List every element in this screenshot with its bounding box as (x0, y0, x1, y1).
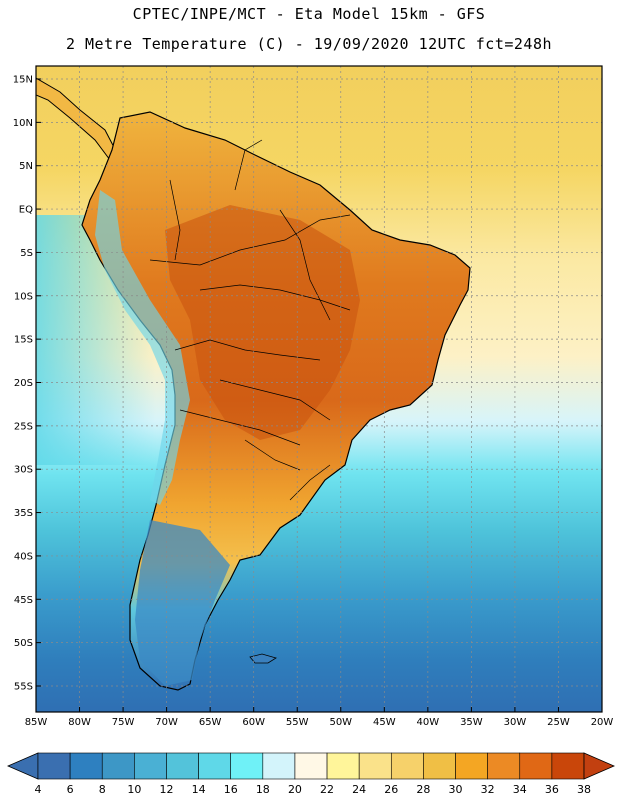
lon-tick-label: 65W (199, 717, 222, 728)
colorbar-segment (423, 752, 456, 780)
colorbar-label: 32 (481, 783, 495, 796)
colorbar-label: 10 (127, 783, 141, 796)
title-line-2: 2 Metre Temperature (C) - 19/09/2020 12U… (65, 35, 553, 53)
colorbar-segment (262, 752, 296, 780)
lon-tick-label: 60W (242, 717, 265, 728)
colorbar-segment (358, 752, 392, 780)
colorbar-segment (551, 752, 585, 780)
lon-tick-label: 30W (504, 717, 527, 728)
lon-tick-label: 55W (286, 717, 309, 728)
colorbar-segment (37, 752, 71, 780)
colorbar-segment (101, 752, 135, 780)
colorbar-label: 8 (99, 783, 106, 796)
colorbar-segment (519, 752, 553, 780)
falkland-islands (249, 653, 277, 664)
graticule (35, 66, 603, 712)
colorbar-low-arrow (6, 752, 39, 780)
lat-tick-label: 45S (14, 595, 33, 606)
lon-tick-label: 35W (460, 717, 483, 728)
axis-ticks: 15N 10N 5N EQ 5S 10S 15S 20S 25S 30S 35S 40S 45S 50S 5… (13, 75, 614, 728)
country-borders (149, 139, 351, 501)
colorbar-label: 18 (256, 783, 270, 796)
lat-tick-label: 10N (13, 118, 33, 129)
lat-tick-label: 25S (14, 421, 33, 432)
colorbar-high-arrow (583, 752, 616, 780)
lon-tick-label: 80W (68, 717, 91, 728)
colorbar-segment (390, 752, 424, 780)
title-line-1: CPTEC/INPE/MCT - Eta Model 15km - GFS (132, 5, 486, 23)
colorbar-segment (294, 752, 328, 780)
lon-tick-label: 25W (547, 717, 570, 728)
colorbar-label: 36 (545, 783, 559, 796)
lon-tick-label: 70W (155, 717, 178, 728)
colorbar-label: 38 (577, 783, 591, 796)
colorbar-segment (487, 752, 521, 780)
lat-tick-label: 40S (14, 551, 33, 562)
colorbar-label: 12 (159, 783, 173, 796)
colorbar: 4 6 8 10 12 14 16 18 20 22 24 26 28 30 32 34 36 38 (6, 752, 616, 796)
colorbar-segment (134, 752, 167, 780)
colorbar-label: 20 (288, 783, 302, 796)
lon-tick-label: 50W (329, 717, 352, 728)
lat-tick-label: 50S (14, 638, 33, 649)
lat-tick-label: 15N (13, 75, 33, 86)
colorbar-segment (166, 752, 199, 780)
lat-tick-label: 35S (14, 508, 33, 519)
colorbar-label: 14 (192, 783, 206, 796)
colorbar-segment (198, 752, 232, 780)
lat-tick-label: 10S (14, 291, 33, 302)
lat-tick-label: 30S (14, 465, 33, 476)
colorbar-label: 28 (416, 783, 430, 796)
colorbar-label: 16 (224, 783, 238, 796)
colorbar-label: 22 (320, 783, 334, 796)
lat-tick-label: 15S (14, 335, 33, 346)
colorbar-label: 6 (67, 783, 74, 796)
colorbar-label: 34 (513, 783, 527, 796)
colorbar-segment (455, 752, 488, 780)
lon-tick-label: 85W (25, 717, 48, 728)
andes-cool-strip (95, 190, 190, 505)
colorbar-label: 26 (384, 783, 398, 796)
colorbar-label: 24 (352, 783, 366, 796)
colorbar-segment (326, 752, 360, 780)
colorbar-segment (230, 752, 264, 780)
lat-tick-label: 20S (14, 378, 33, 389)
lon-tick-label: 75W (112, 717, 135, 728)
lat-tick-label: EQ (19, 205, 33, 216)
colorbar-label: 4 (35, 783, 42, 796)
colorbar-label: 30 (449, 783, 463, 796)
lon-tick-label: 40W (417, 717, 440, 728)
lon-tick-label: 20W (591, 717, 614, 728)
colorbar-segment (69, 752, 103, 780)
map-field (36, 66, 602, 712)
patagonia-cool-region (135, 520, 230, 686)
lat-tick-label: 5S (20, 248, 33, 259)
hot-core-region (165, 205, 360, 440)
map-frame (35, 65, 603, 713)
lon-tick-label: 45W (373, 717, 396, 728)
lat-tick-label: 5N (19, 161, 33, 172)
lat-tick-label: 55S (14, 681, 33, 692)
